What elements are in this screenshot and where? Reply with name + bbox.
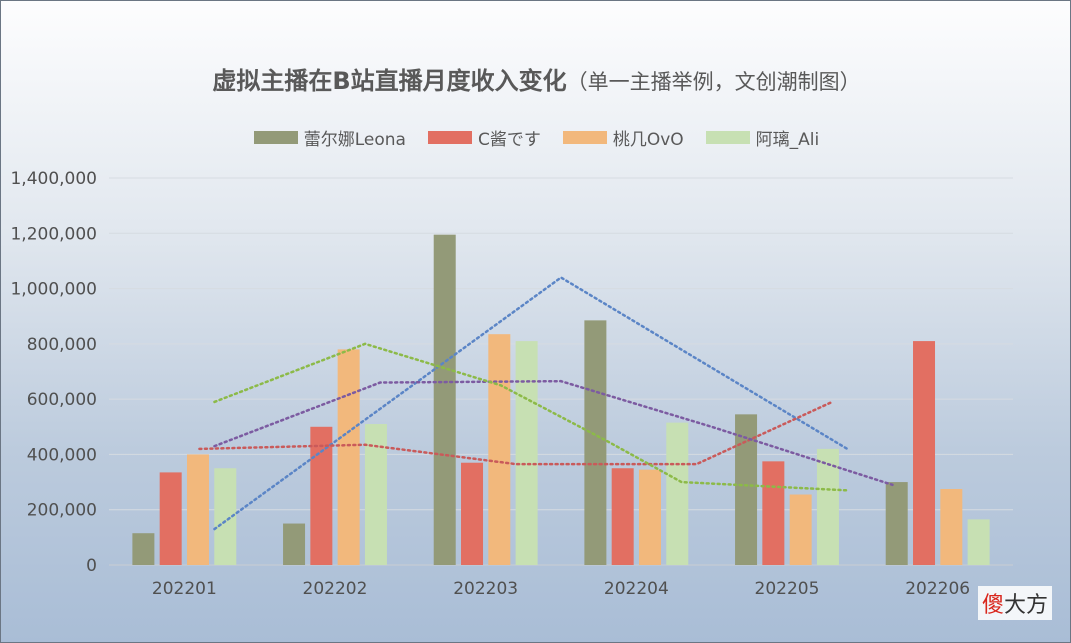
y-tick-label: 1,000,000 xyxy=(10,280,97,300)
x-tick-label: 202205 xyxy=(755,579,820,599)
legend-swatch xyxy=(427,131,472,144)
legend-label: 桃几OvO xyxy=(612,130,684,150)
legend-label: 阿璃_Ali xyxy=(755,130,820,150)
bar-3-202201 xyxy=(186,454,209,565)
bar-1-202205 xyxy=(735,414,758,565)
bar-4-202203 xyxy=(515,341,538,565)
bar-1-202201 xyxy=(132,533,155,565)
trendline-1 xyxy=(213,276,849,531)
bar-4-202202 xyxy=(364,424,387,565)
y-tick-label: 0 xyxy=(86,556,97,576)
legend-label: C酱です xyxy=(477,130,541,150)
legend-item: 阿璃_Ali xyxy=(705,125,820,150)
chart-title: 虚拟主播在B站直播月度收入变化（单一主播举例，文创潮制图） xyxy=(1,61,1070,96)
x-tick-label: 202201 xyxy=(152,579,217,599)
bar-3-202205 xyxy=(789,494,812,565)
bar-2-202201 xyxy=(159,472,182,565)
legend-swatch xyxy=(705,131,750,144)
x-tick-label: 202203 xyxy=(453,579,518,599)
legend-swatch xyxy=(562,131,607,144)
bar-3-202203 xyxy=(488,334,511,565)
bar-4-202205 xyxy=(816,448,839,565)
bar-3-202204 xyxy=(638,469,661,565)
y-tick-label: 600,000 xyxy=(27,390,97,410)
y-tick-label: 800,000 xyxy=(27,335,97,355)
chart-legend: 蕾尔娜Leona C酱です 桃几OvO 阿璃_Ali xyxy=(1,125,1070,150)
y-tick-label: 1,200,000 xyxy=(10,224,97,244)
bar-1-202203 xyxy=(433,234,456,566)
legend-label: 蕾尔娜Leona xyxy=(303,130,406,150)
bar-4-202201 xyxy=(214,468,237,565)
bar-2-202204 xyxy=(611,468,634,565)
trendline-2 xyxy=(198,400,834,466)
legend-item: 桃几OvO xyxy=(562,125,684,150)
y-tick-label: 200,000 xyxy=(27,501,97,521)
watermark-red: 傻 xyxy=(981,593,1004,618)
x-tick-label: 202206 xyxy=(905,579,970,599)
bar-3-202202 xyxy=(337,349,360,565)
bar-1-202206 xyxy=(885,482,908,565)
legend-item: 蕾尔娜Leona xyxy=(253,125,406,150)
legend-swatch xyxy=(253,131,298,144)
bar-2-202205 xyxy=(762,461,785,565)
y-tick-label: 1,400,000 xyxy=(10,169,97,189)
bar-3-202206 xyxy=(940,488,963,565)
trendline-4 xyxy=(213,342,849,492)
x-tick-label: 202204 xyxy=(604,579,669,599)
legend-item: C酱です xyxy=(427,125,541,150)
chart-title-main: 虚拟主播在B站直播月度收入变化 xyxy=(212,67,567,95)
watermark: 傻大方 xyxy=(977,586,1052,620)
bar-1-202202 xyxy=(283,523,306,565)
chart-subtitle: （单一主播举例，文创潮制图） xyxy=(566,70,861,94)
x-tick-label: 202202 xyxy=(303,579,368,599)
bar-4-202206 xyxy=(967,519,990,565)
bar-2-202206 xyxy=(913,341,936,565)
y-tick-label: 400,000 xyxy=(27,445,97,465)
trendline-3 xyxy=(213,379,894,487)
bar-2-202203 xyxy=(461,462,484,565)
bar-1-202204 xyxy=(584,320,607,565)
watermark-rest: 大方 xyxy=(1003,593,1048,618)
bar-2-202202 xyxy=(310,426,333,565)
bar-4-202204 xyxy=(666,422,689,565)
